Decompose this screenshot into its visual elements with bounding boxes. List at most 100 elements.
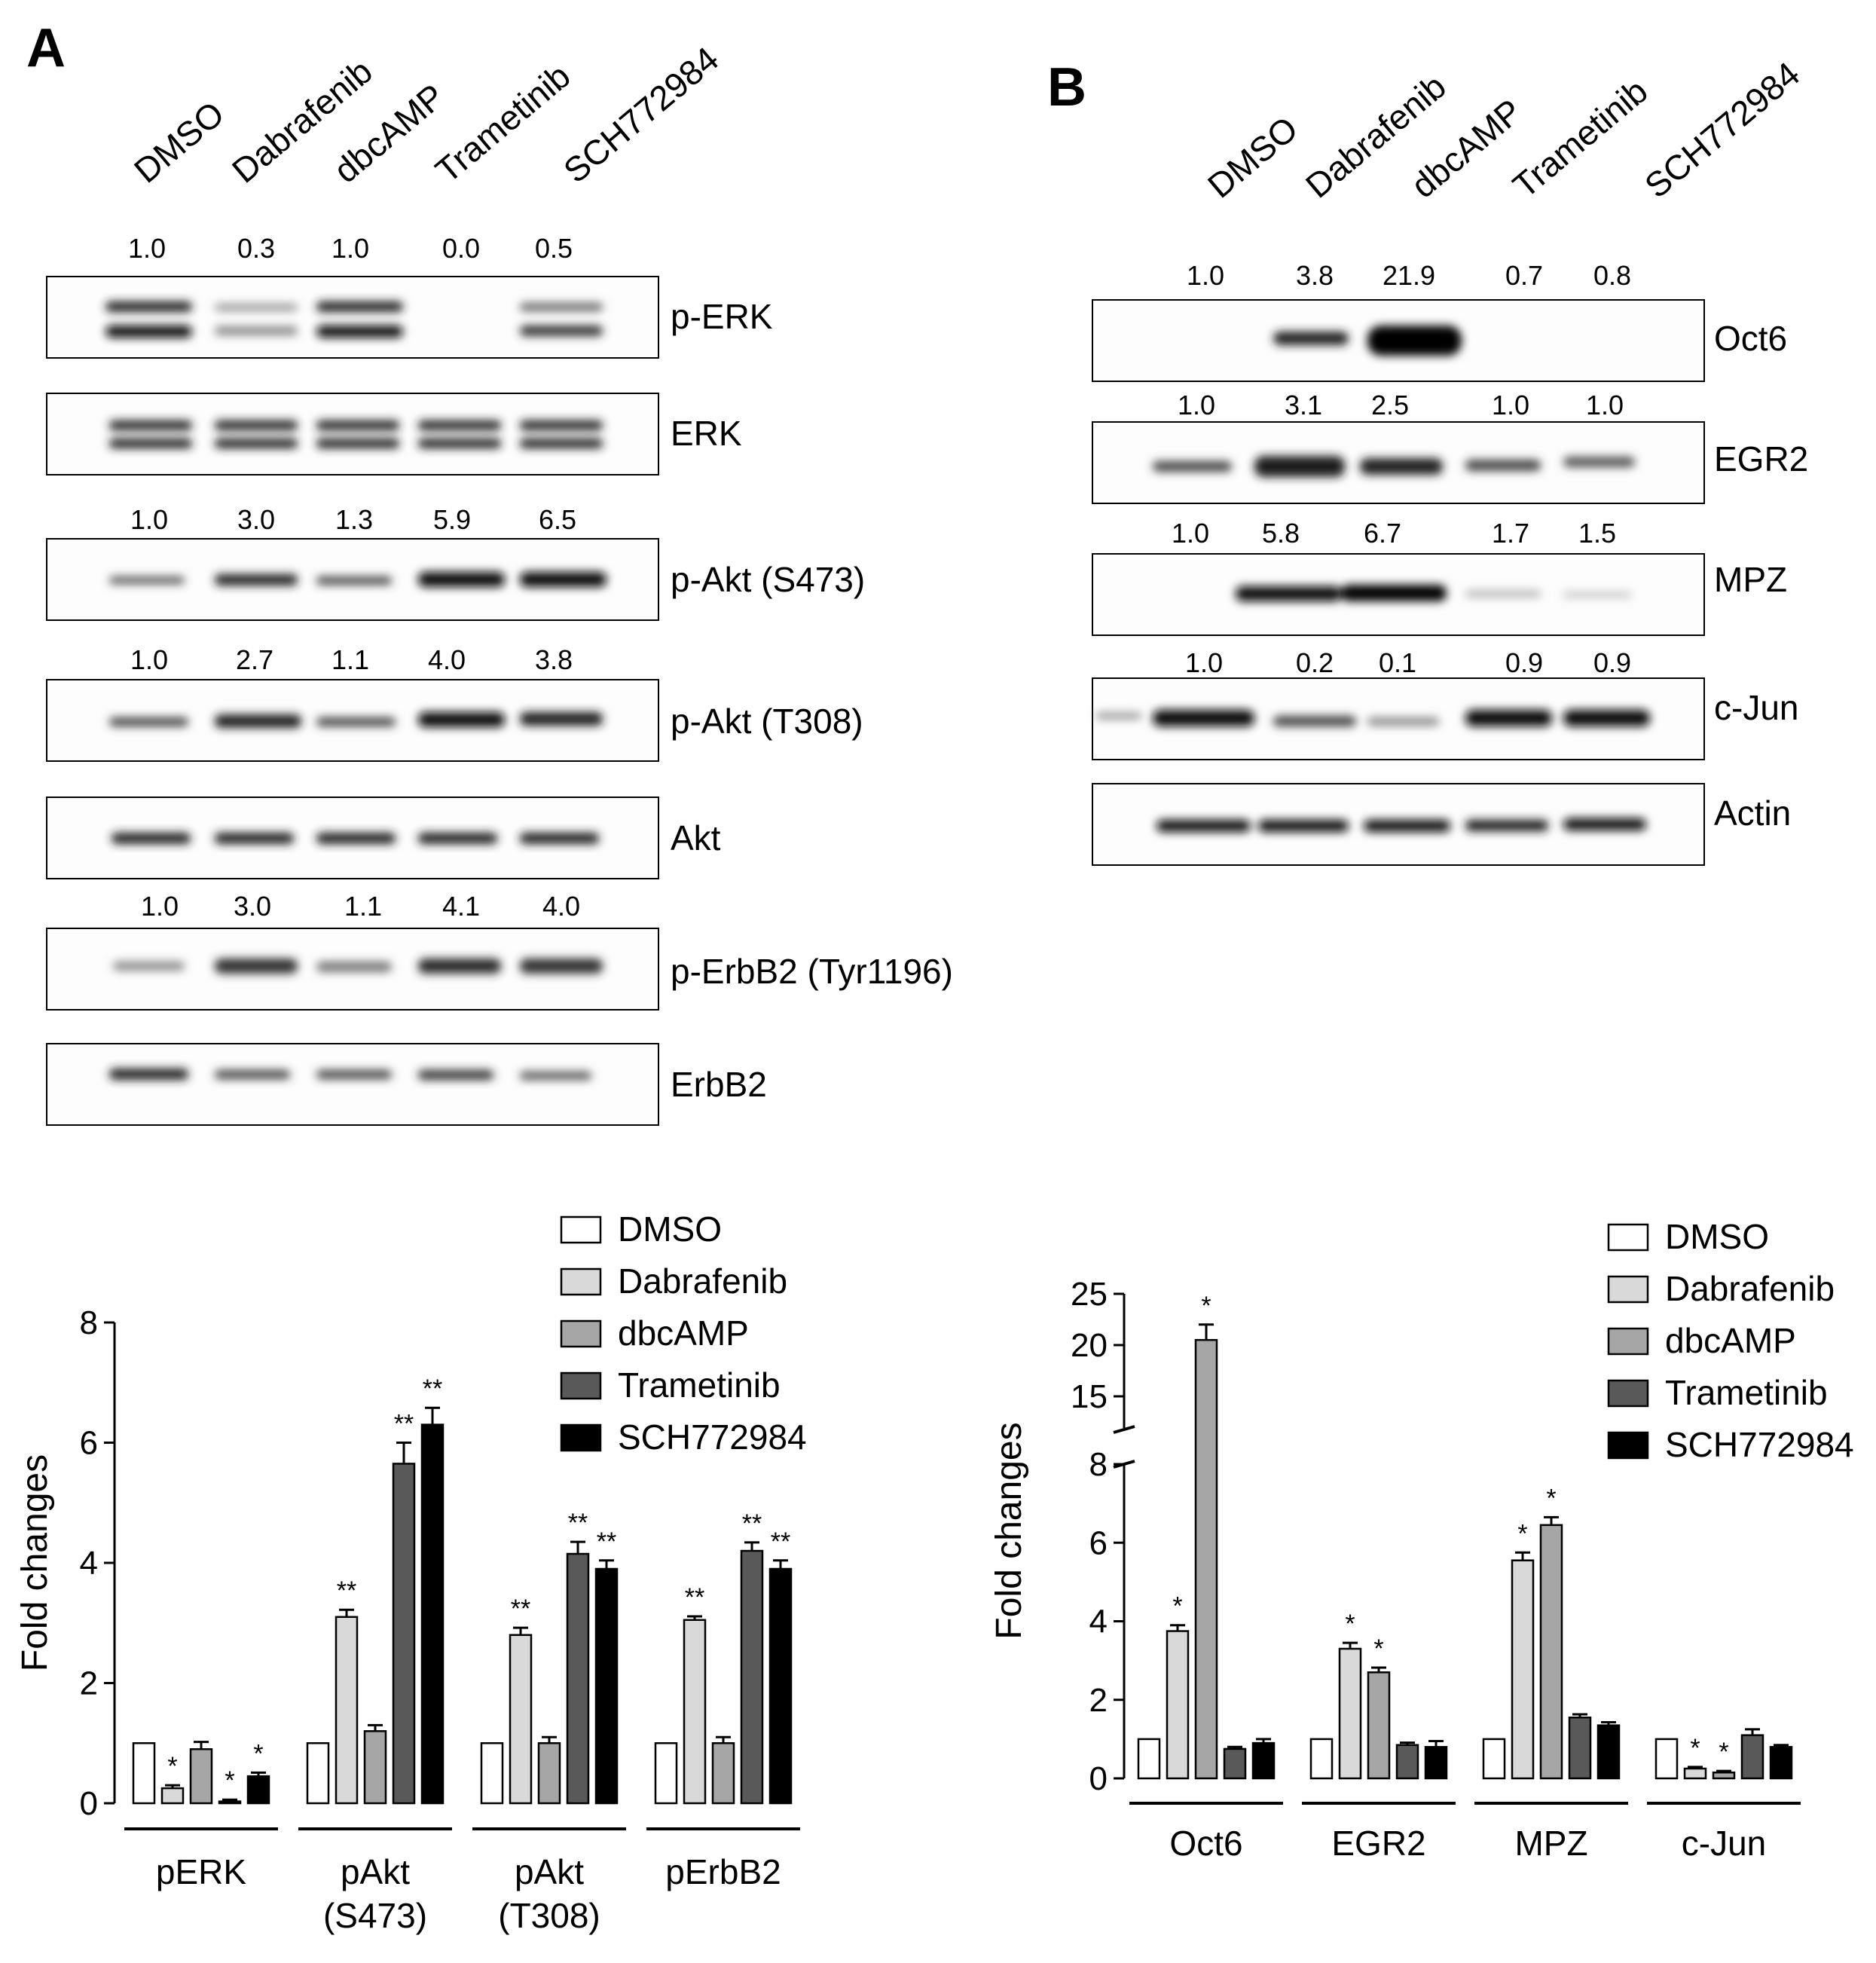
legend-label: Dabrafenib — [618, 1261, 787, 1301]
category-label: c-Jun — [1682, 1824, 1766, 1863]
quant-value: 1.0 — [130, 504, 168, 535]
y-tick-label: 4 — [80, 1545, 98, 1582]
blot-b-c-jun: 1.0 0.2 0.1 0.9 0.9 c-Jun — [1092, 647, 1798, 760]
blot-bands — [1273, 326, 1462, 356]
bar — [189, 1747, 213, 1805]
bar — [480, 1742, 504, 1805]
blot-a-erk-label: ERK — [671, 414, 742, 453]
bar — [537, 1742, 561, 1805]
quant-value: 6.7 — [1364, 518, 1401, 549]
quant-value: 6.5 — [539, 504, 576, 535]
quant-value: 1.0 — [141, 891, 179, 922]
quant-value: 3.0 — [237, 504, 275, 535]
blot-bands — [112, 833, 599, 844]
bar — [654, 1742, 678, 1805]
bar — [1683, 1767, 1707, 1780]
category-label: pErbB2 — [665, 1852, 781, 1891]
quant-value: 0.0 — [442, 233, 480, 264]
blot-a-erbb2-label: ErbB2 — [671, 1065, 767, 1104]
quant-value: 1.0 — [1492, 390, 1529, 420]
blot-a-p-erbb2-label: p-ErbB2 (Tyr1196) — [671, 952, 953, 991]
blot-bands — [109, 420, 603, 448]
legend-swatch — [560, 1371, 602, 1400]
quant-value: 3.8 — [1296, 260, 1334, 291]
quant-value: 1.0 — [1586, 390, 1624, 420]
panel-a-lane-headers: DMSO Dabrafenib dbcAMP Trametinib SCH772… — [127, 39, 726, 191]
significance-marker: * — [1373, 1634, 1383, 1663]
significance-marker: * — [225, 1766, 234, 1795]
bar — [335, 1616, 359, 1805]
blot-b-egr2-quant: 1.0 3.1 2.5 1.0 1.0 — [1178, 390, 1624, 420]
bar — [566, 1552, 590, 1805]
quant-value: 1.5 — [1578, 518, 1616, 549]
significance-marker: * — [1690, 1734, 1700, 1763]
bar — [1769, 1746, 1793, 1780]
significance-marker: ** — [568, 1509, 588, 1537]
quant-value: 0.1 — [1379, 647, 1416, 678]
bar — [1367, 1671, 1391, 1780]
legend-label: DMSO — [1665, 1217, 1769, 1256]
blot-a-p-akt-s473-label: p-Akt (S473) — [671, 560, 865, 599]
legend-label: SCH772984 — [1665, 1425, 1854, 1464]
blot-a-p-akt-t308-quant: 1.0 2.7 1.1 4.0 3.8 — [130, 644, 573, 675]
bar — [306, 1742, 330, 1805]
blot-a-erbb2: ErbB2 — [46, 1043, 767, 1126]
legend-swatch — [1607, 1327, 1649, 1356]
significance-marker: * — [1546, 1484, 1556, 1512]
quant-value: 4.0 — [428, 644, 466, 675]
category-label: (S473) — [323, 1896, 427, 1935]
quant-value: 2.5 — [1371, 390, 1409, 420]
significance-marker: * — [1201, 1292, 1211, 1320]
blot-b-actin: Actin — [1092, 783, 1791, 866]
legend-swatch — [560, 1319, 602, 1348]
bar — [218, 1800, 242, 1805]
panel-b-lane-sch772984: SCH772984 — [1637, 54, 1807, 206]
significance-marker: ** — [685, 1583, 704, 1612]
panel-a-lane-dmso: DMSO — [127, 93, 231, 191]
quant-value: 2.7 — [236, 644, 273, 675]
bar — [683, 1619, 707, 1805]
bar — [1539, 1524, 1563, 1780]
blot-bands — [1096, 710, 1650, 726]
category-label: (T308) — [498, 1896, 600, 1935]
blot-a-erk: ERK — [46, 393, 742, 475]
bar — [1654, 1738, 1679, 1780]
significance-marker: ** — [394, 1410, 414, 1439]
legend-swatch — [1607, 1275, 1649, 1304]
quant-value: 5.8 — [1262, 518, 1300, 549]
blot-b-actin-label: Actin — [1714, 793, 1791, 833]
panel-a-lane-trametinib: Trametinib — [428, 56, 578, 190]
legend-swatch — [560, 1267, 602, 1296]
quant-value: 0.9 — [1593, 647, 1631, 678]
quant-value: 0.3 — [237, 233, 275, 264]
quant-value: 1.0 — [128, 233, 166, 264]
bar — [1251, 1741, 1276, 1780]
legend-swatch — [1607, 1379, 1649, 1408]
quant-value: 1.0 — [1187, 260, 1224, 291]
y-tick-label: 4 — [1089, 1604, 1108, 1640]
category-label: MPZ — [1514, 1824, 1587, 1863]
quant-value: 0.5 — [535, 233, 573, 264]
quant-value: 4.0 — [542, 891, 580, 922]
legend-swatch — [1607, 1223, 1649, 1252]
blot-b-mpz: 1.0 5.8 6.7 1.7 1.5 MPZ — [1092, 518, 1787, 636]
significance-marker: ** — [511, 1595, 530, 1623]
y-tick-label: 2 — [80, 1665, 98, 1702]
blot-frame — [46, 393, 659, 475]
blot-a-p-erk: 1.0 0.3 1.0 0.0 0.5 p-ERK — [46, 233, 773, 359]
blot-b-egr2-label: EGR2 — [1714, 439, 1808, 479]
significance-marker: ** — [742, 1509, 762, 1538]
quant-value: 0.9 — [1505, 647, 1543, 678]
bar — [1740, 1734, 1764, 1780]
chart-b: 0 2 4 6 8 15 20 25 Fold changes * * Oct6 * * EGR2 * * MPZ… — [989, 1217, 1854, 1863]
bar — [363, 1730, 387, 1805]
quant-value: 5.9 — [433, 504, 471, 535]
blot-b-oct6-quant: 1.0 3.8 21.9 0.7 0.8 — [1187, 260, 1631, 291]
bar — [1568, 1716, 1592, 1780]
category-label: pAkt — [341, 1852, 410, 1891]
y-tick-label: 15 — [1071, 1378, 1108, 1415]
legend-label: DMSO — [618, 1209, 722, 1249]
y-tick-label: 20 — [1071, 1327, 1108, 1364]
bar — [1338, 1647, 1362, 1780]
